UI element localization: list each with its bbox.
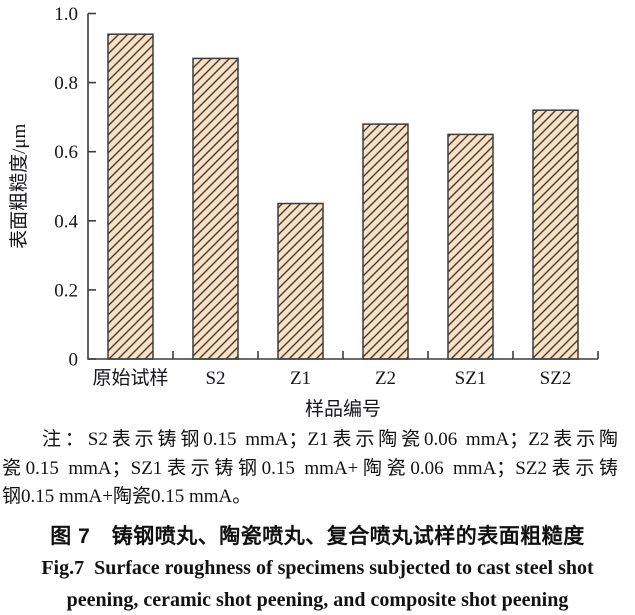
caption-english-line-1: Fig.7 Surface roughness of specimens sub…: [41, 557, 594, 579]
y-tick-label: 0.4: [54, 211, 78, 232]
caption-chinese: 图 7 铸钢喷丸、陶瓷喷丸、复合喷丸试样的表面粗糙度: [50, 525, 585, 548]
bar-Z1: [277, 202, 324, 360]
x-axis-title: 样品编号: [305, 398, 381, 420]
figure-note: 注：S2表示铸钢0.15 mmA；Z1表示陶瓷0.06 mmA；Z2表示陶 瓷0…: [0, 426, 635, 512]
y-tick-label: 0.8: [54, 73, 78, 94]
y-tick-label: 1.0: [54, 4, 78, 25]
note-line-1: 注：S2表示铸钢0.15 mmA；Z1表示陶瓷0.06 mmA；Z2表示陶: [42, 429, 618, 450]
note-line-3: 钢0.15 mmA+陶瓷0.15 mmA。: [2, 486, 252, 507]
y-tick-label: 0.6: [54, 142, 78, 163]
surface-roughness-bar-chart: 0 0.2 0.4 0.6 0.8 1.0 原始试样 S2 Z1 Z2 SZ1 SZ2 样品编号 表面粗糙…: [8, 4, 599, 420]
caption-english-line-2: peening, ceramic shot peening, and compo…: [66, 589, 569, 611]
y-tick-label: 0: [69, 350, 79, 371]
note-line-2: 瓷0.15 mmA；SZ1表示铸钢0.15 mmA+陶瓷0.06 mmA；SZ2…: [2, 457, 618, 479]
axis-spines: [87, 13, 598, 360]
bar-S2: [192, 57, 239, 360]
x-category-label: Z1: [290, 368, 311, 389]
y-axis-title: 表面粗糙度/μm: [8, 123, 30, 248]
bar-原始试样: [107, 33, 154, 360]
bar-chart-area: 0 0.2 0.4 0.6 0.8 1.0 原始试样 S2 Z1 Z2 SZ1 SZ2 样品编号 表面粗糙…: [8, 4, 599, 420]
bar-SZ1: [447, 133, 494, 360]
y-tick-label: 0.2: [54, 280, 78, 301]
x-category-label: SZ2: [540, 368, 572, 389]
x-category-label: SZ1: [455, 368, 487, 389]
x-category-label: 原始试样: [92, 367, 168, 389]
bar-Z2: [362, 123, 409, 360]
x-category-label: S2: [205, 368, 225, 389]
bar-SZ2: [532, 109, 579, 360]
x-category-label: Z2: [375, 368, 396, 389]
